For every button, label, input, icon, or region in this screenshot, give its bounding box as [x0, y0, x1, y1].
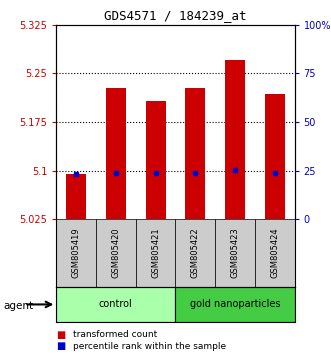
Text: ■: ■	[56, 341, 66, 351]
Bar	[265, 94, 285, 219]
Text: ■: ■	[56, 330, 66, 339]
Bar	[185, 88, 205, 219]
Text: gold nanoparticles: gold nanoparticles	[190, 299, 280, 309]
Text: control: control	[99, 299, 133, 309]
Bar	[66, 174, 86, 219]
Text: GSM805424: GSM805424	[270, 228, 279, 279]
Text: transformed count: transformed count	[73, 330, 157, 339]
Title: GDS4571 / 184239_at: GDS4571 / 184239_at	[104, 9, 247, 22]
Bar	[56, 219, 96, 287]
Bar	[255, 219, 295, 287]
Bar	[175, 219, 215, 287]
Bar	[146, 101, 166, 219]
Bar	[106, 88, 126, 219]
Text: GSM805420: GSM805420	[111, 228, 120, 279]
Text: percentile rank within the sample: percentile rank within the sample	[73, 342, 226, 351]
Bar	[225, 61, 245, 219]
Text: GSM805422: GSM805422	[191, 228, 200, 279]
Text: GSM805419: GSM805419	[71, 228, 81, 279]
Bar	[136, 219, 175, 287]
Bar	[215, 219, 255, 287]
Bar	[175, 287, 295, 322]
Text: GSM805421: GSM805421	[151, 228, 160, 279]
Text: agent: agent	[3, 301, 33, 311]
Bar	[56, 287, 175, 322]
Bar	[96, 219, 136, 287]
Text: GSM805423: GSM805423	[230, 228, 240, 279]
